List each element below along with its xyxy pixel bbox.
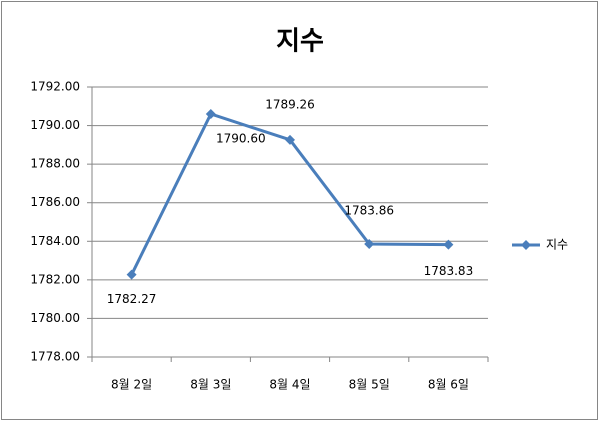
legend-label: 지수 (546, 238, 568, 252)
point-marker (126, 269, 137, 280)
point-marker (285, 134, 295, 145)
x-tick-label: 8월 3일 (190, 378, 231, 392)
y-tick-label: 1784.00 (30, 234, 80, 248)
y-tick-label: 1786.00 (30, 195, 80, 209)
y-tick-label: 1780.00 (30, 311, 80, 325)
data-label: 1790.60 (216, 132, 266, 146)
legend-marker (521, 240, 531, 250)
y-tick-label: 1790.00 (30, 118, 80, 132)
x-tick-label: 8월 2일 (111, 378, 152, 392)
data-label: 1782.27 (107, 292, 157, 306)
point-marker (364, 238, 375, 249)
x-tick-label: 8월 6일 (428, 378, 469, 392)
y-tick-label: 1788.00 (30, 157, 80, 171)
data-label: 1789.26 (265, 97, 315, 111)
point-marker (443, 239, 454, 250)
data-label: 1783.83 (424, 264, 474, 278)
data-label: 1783.86 (344, 203, 394, 217)
point-marker (205, 109, 216, 119)
y-tick-label: 1778.00 (30, 350, 80, 364)
x-tick-label: 8월 5일 (349, 378, 390, 392)
chart-title: 지수 (276, 27, 324, 57)
y-tick-label: 1792.00 (30, 80, 80, 94)
x-tick-label: 8월 4일 (269, 378, 310, 392)
chart-border (1, 1, 598, 420)
y-tick-label: 1782.00 (30, 272, 80, 286)
